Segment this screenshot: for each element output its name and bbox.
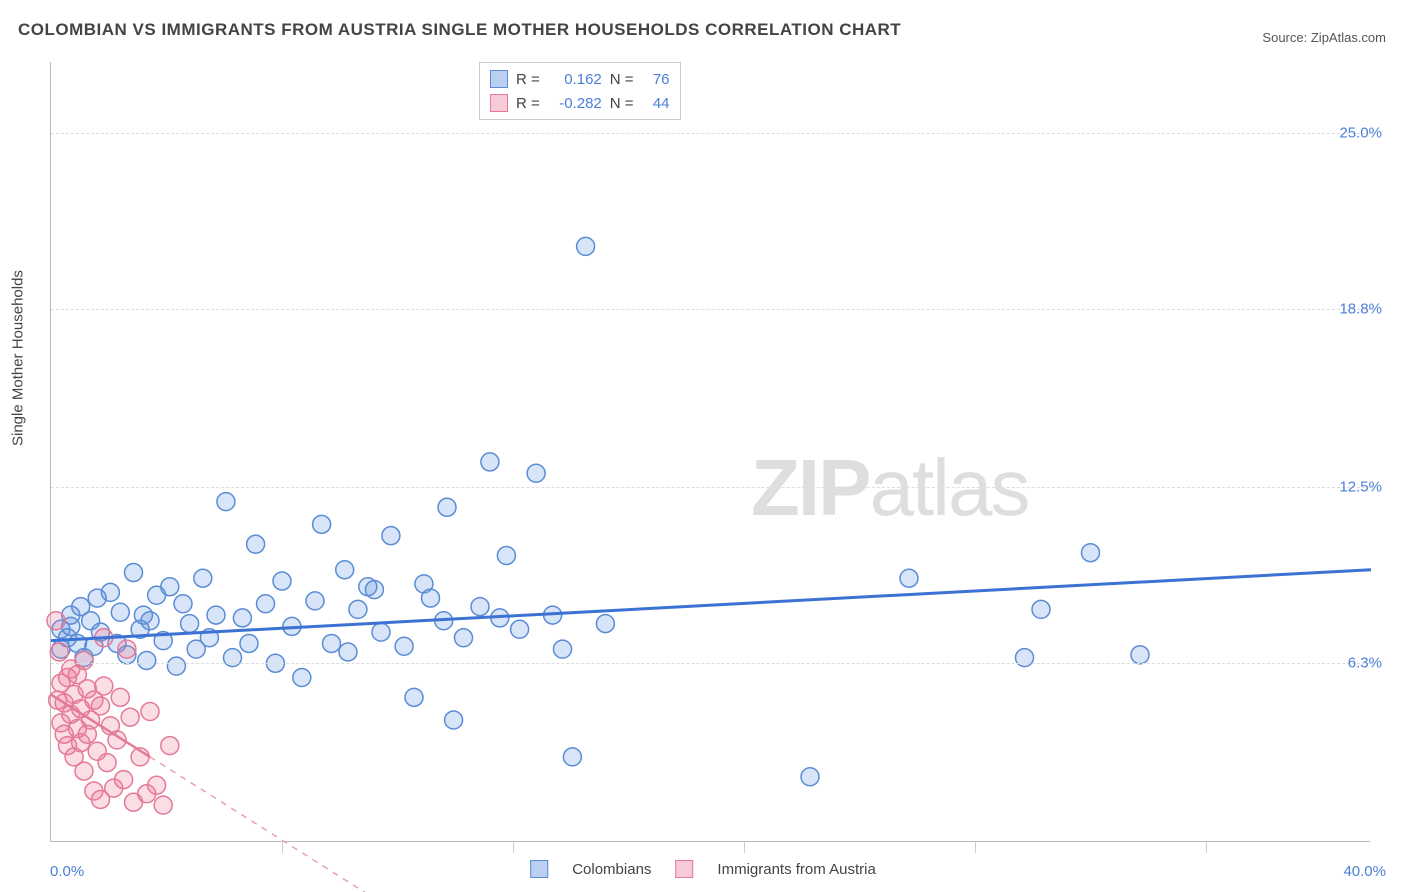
swatch-pink-icon — [490, 94, 508, 112]
stat-r-label: R = — [516, 71, 540, 88]
point-colombian — [233, 609, 251, 627]
point-colombian — [125, 564, 143, 582]
point-colombian — [273, 572, 291, 590]
point-colombian — [455, 629, 473, 647]
point-colombian — [395, 637, 413, 655]
stat-r-value: 0.162 — [548, 71, 602, 88]
point-colombian — [247, 535, 265, 553]
point-colombian — [405, 688, 423, 706]
stat-r-label: R = — [516, 95, 540, 112]
point-colombian — [900, 569, 918, 587]
point-colombian — [339, 643, 357, 661]
point-austria — [98, 754, 116, 772]
legend-label-colombians: Colombians — [572, 861, 651, 878]
point-colombian — [801, 768, 819, 786]
point-austria — [121, 708, 139, 726]
point-austria — [50, 643, 68, 661]
point-colombian — [257, 595, 275, 613]
y-tick-label: 12.5% — [1339, 479, 1382, 496]
point-colombian — [577, 237, 595, 255]
legend: Colombians Immigrants from Austria — [530, 860, 876, 878]
point-colombian — [313, 515, 331, 533]
stat-n-value: 44 — [642, 95, 670, 112]
point-colombian — [174, 595, 192, 613]
point-colombian — [323, 634, 341, 652]
point-colombian — [207, 606, 225, 624]
point-colombian — [306, 592, 324, 610]
point-colombian — [372, 623, 390, 641]
point-colombian — [527, 464, 545, 482]
point-colombian — [382, 527, 400, 545]
point-colombian — [481, 453, 499, 471]
source-label: Source: — [1262, 30, 1307, 45]
source-attribution: Source: ZipAtlas.com — [1262, 30, 1386, 45]
point-austria — [115, 771, 133, 789]
point-austria — [118, 640, 136, 658]
point-colombian — [336, 561, 354, 579]
x-axis-max: 40.0% — [1343, 863, 1386, 880]
trendline-colombians — [51, 570, 1371, 641]
y-tick-label: 18.8% — [1339, 300, 1382, 317]
y-axis-label: Single Mother Households — [10, 270, 27, 446]
stats-row-colombians: R = 0.162 N = 76 — [490, 67, 670, 91]
point-colombian — [240, 634, 258, 652]
point-austria — [75, 762, 93, 780]
stat-n-label: N = — [610, 95, 634, 112]
point-colombian — [1082, 544, 1100, 562]
point-austria — [161, 737, 179, 755]
point-colombian — [1131, 646, 1149, 664]
point-colombian — [293, 668, 311, 686]
stats-row-austria: R = -0.282 N = 44 — [490, 91, 670, 115]
point-colombian — [349, 600, 367, 618]
point-colombian — [101, 583, 119, 601]
point-austria — [111, 688, 129, 706]
stat-n-value: 76 — [642, 71, 670, 88]
point-colombian — [365, 581, 383, 599]
y-tick-label: 25.0% — [1339, 124, 1382, 141]
chart-title: COLOMBIAN VS IMMIGRANTS FROM AUSTRIA SIN… — [18, 20, 901, 40]
point-colombian — [438, 498, 456, 516]
point-austria — [92, 697, 110, 715]
point-colombian — [217, 493, 235, 511]
point-austria — [95, 677, 113, 695]
stat-r-value: -0.282 — [548, 95, 602, 112]
correlation-stats-box: R = 0.162 N = 76 R = -0.282 N = 44 — [479, 62, 681, 120]
point-colombian — [141, 612, 159, 630]
source-link[interactable]: ZipAtlas.com — [1311, 30, 1386, 45]
point-colombian — [497, 547, 515, 565]
point-colombian — [1032, 600, 1050, 618]
point-austria — [148, 776, 166, 794]
point-colombian — [596, 615, 614, 633]
scatter-svg — [51, 62, 1370, 841]
legend-swatch-pink-icon — [675, 860, 693, 878]
point-colombian — [471, 598, 489, 616]
point-colombian — [181, 615, 199, 633]
point-austria — [47, 612, 65, 630]
point-colombian — [445, 711, 463, 729]
point-colombian — [511, 620, 529, 638]
point-colombian — [422, 589, 440, 607]
x-axis-min: 0.0% — [50, 863, 84, 880]
point-colombian — [167, 657, 185, 675]
point-colombian — [138, 651, 156, 669]
legend-label-austria: Immigrants from Austria — [717, 861, 875, 878]
point-colombian — [161, 578, 179, 596]
point-colombian — [563, 748, 581, 766]
legend-swatch-blue-icon — [530, 860, 548, 878]
point-colombian — [111, 603, 129, 621]
y-tick-label: 6.3% — [1348, 655, 1382, 672]
stat-n-label: N = — [610, 71, 634, 88]
point-austria — [141, 703, 159, 721]
chart-plot-area: ZIPatlas R = 0.162 N = 76 R = -0.282 N =… — [50, 62, 1370, 842]
point-austria — [154, 796, 172, 814]
swatch-blue-icon — [490, 70, 508, 88]
point-austria — [75, 651, 93, 669]
point-colombian — [194, 569, 212, 587]
trendline-austria-extrapolated — [150, 757, 381, 892]
point-colombian — [554, 640, 572, 658]
